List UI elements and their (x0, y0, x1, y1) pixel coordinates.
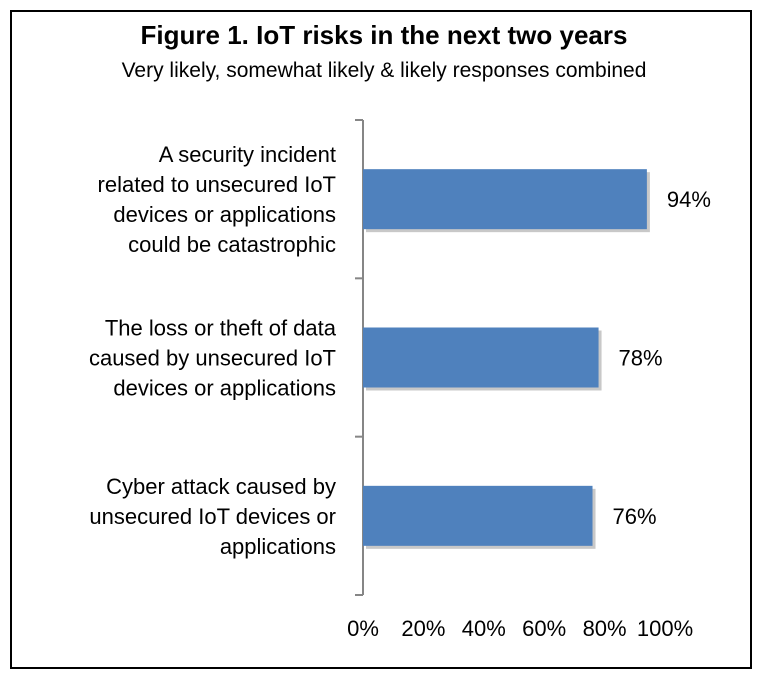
x-tick-label: 40% (462, 616, 506, 641)
x-tick-label: 20% (401, 616, 445, 641)
category-label-line: caused by unsecured IoT (89, 346, 336, 371)
category-label-line: The loss or theft of data (105, 316, 337, 341)
category-label: Cyber attack caused by unsecured IoT devi… (89, 474, 336, 559)
category-label-line: devices or applications (113, 376, 336, 401)
chart-subtitle: Very likely, somewhat likely & likely re… (121, 59, 647, 82)
x-tick-label: 60% (522, 616, 566, 641)
axis-layer (355, 119, 364, 596)
value-label: 76% (613, 504, 657, 529)
category-label-line: Cyber attack caused by (106, 474, 336, 499)
category-label-line: A security incident (159, 142, 336, 167)
bar (363, 169, 647, 230)
x-tick-label: 0% (347, 616, 379, 641)
chart-title: Figure 1. IoT risks in the next two year… (140, 20, 628, 50)
category-label-line: devices or applications (113, 202, 336, 227)
bar (363, 327, 599, 388)
category-label-line: could be catastrophic (128, 232, 336, 257)
value-label: 78% (619, 346, 663, 371)
label-layer: 0% 20% 40% 60% 80% 100% 94% A security incident… (89, 142, 711, 641)
bar (363, 485, 593, 546)
bar-layer (363, 169, 650, 549)
category-label: The loss or theft of data caused by unsec… (89, 316, 337, 401)
category-label: A security incident related to unsecured … (98, 142, 336, 257)
category-label-line: related to unsecured IoT (98, 172, 336, 197)
category-label-line: applications (220, 534, 336, 559)
x-tick-label: 80% (583, 616, 627, 641)
value-label: 94% (667, 187, 711, 212)
x-tick-label: 100% (637, 616, 693, 641)
category-label-line: unsecured IoT devices or (89, 504, 336, 529)
